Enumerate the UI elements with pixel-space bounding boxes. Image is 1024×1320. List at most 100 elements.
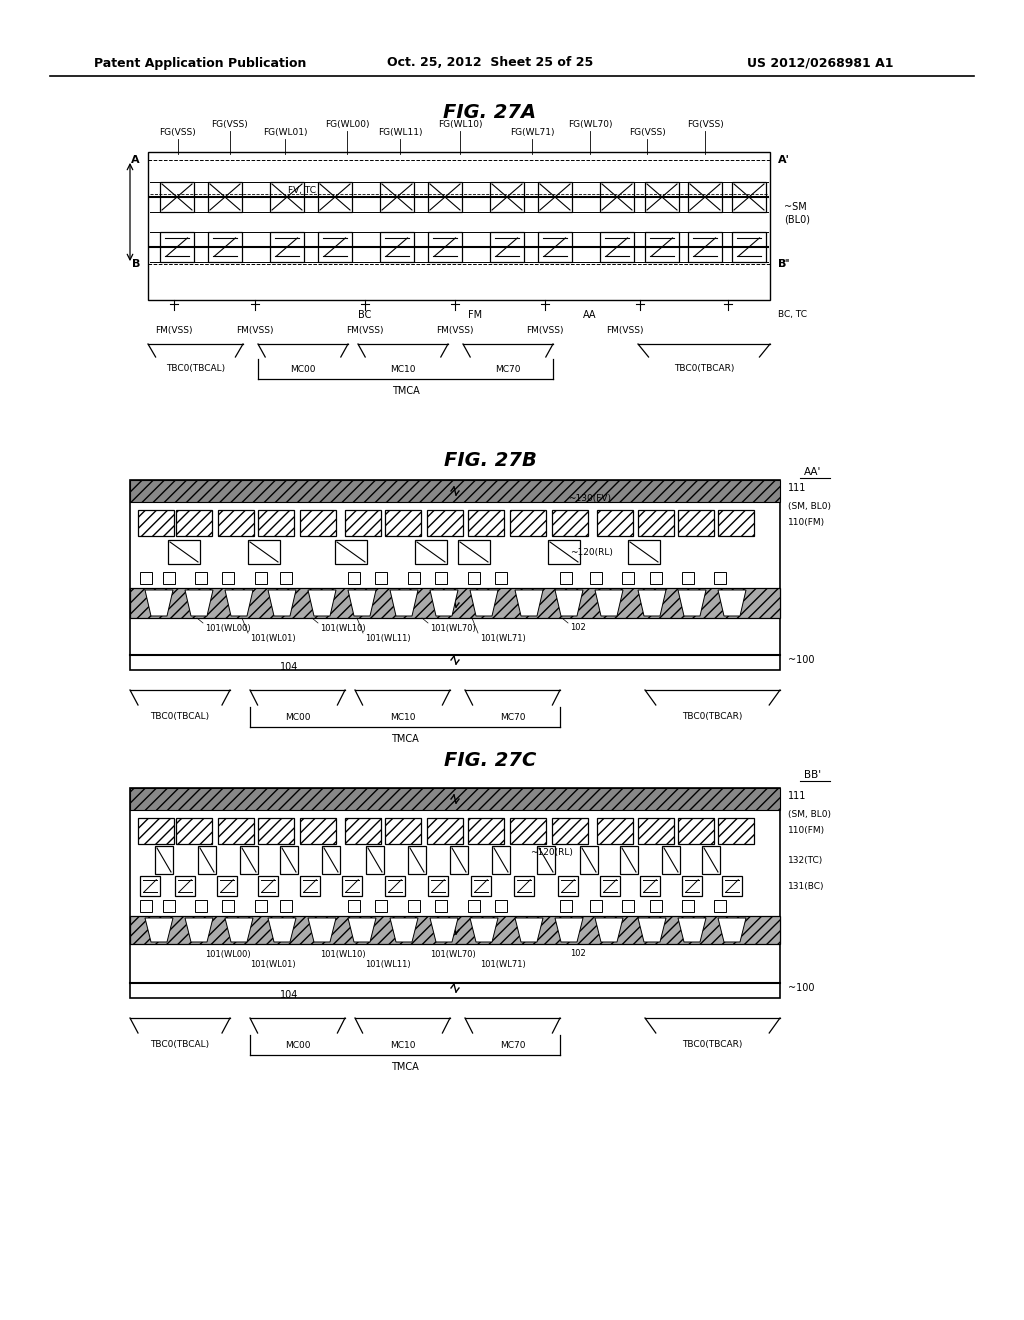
Bar xyxy=(722,876,742,896)
Text: 110(FM): 110(FM) xyxy=(788,826,825,836)
Polygon shape xyxy=(638,590,666,616)
Bar xyxy=(385,876,406,896)
Text: FM(VSS): FM(VSS) xyxy=(156,326,193,334)
Bar xyxy=(435,900,447,912)
Bar xyxy=(138,510,174,536)
Bar xyxy=(222,572,234,583)
Bar xyxy=(600,876,620,896)
Bar xyxy=(638,818,674,843)
Bar xyxy=(732,182,766,213)
Bar xyxy=(552,818,588,843)
Text: FG(WL70): FG(WL70) xyxy=(567,120,612,129)
Bar xyxy=(492,846,510,874)
Bar xyxy=(650,572,662,583)
Polygon shape xyxy=(225,917,253,942)
Bar xyxy=(348,900,360,912)
Bar xyxy=(468,572,480,583)
Bar xyxy=(258,510,294,536)
Bar xyxy=(375,900,387,912)
Bar xyxy=(510,818,546,843)
Text: FG(WL71): FG(WL71) xyxy=(510,128,554,137)
Bar xyxy=(148,152,770,300)
Text: 102: 102 xyxy=(570,949,586,958)
Bar xyxy=(176,510,212,536)
Text: 101(WL70): 101(WL70) xyxy=(430,949,476,958)
Bar xyxy=(300,510,336,536)
Text: 101(WL11): 101(WL11) xyxy=(365,634,411,643)
Bar xyxy=(622,900,634,912)
Bar xyxy=(718,818,754,843)
Bar xyxy=(300,876,319,896)
Bar xyxy=(428,182,462,213)
Bar xyxy=(280,846,298,874)
Text: ~100: ~100 xyxy=(788,655,814,665)
Bar xyxy=(348,572,360,583)
Bar xyxy=(130,587,780,618)
Text: 132(TC): 132(TC) xyxy=(788,855,823,865)
Bar xyxy=(160,182,194,213)
Bar xyxy=(682,876,702,896)
Text: FG(VSS): FG(VSS) xyxy=(212,120,249,129)
Bar xyxy=(385,818,421,843)
Bar xyxy=(195,572,207,583)
Text: FG(WL10): FG(WL10) xyxy=(437,120,482,129)
Polygon shape xyxy=(470,590,498,616)
Bar xyxy=(176,818,212,843)
Bar xyxy=(597,510,633,536)
Polygon shape xyxy=(638,917,666,942)
Text: 101(WL01): 101(WL01) xyxy=(250,634,296,643)
Text: TMCA: TMCA xyxy=(391,734,419,744)
Text: US 2012/0268981 A1: US 2012/0268981 A1 xyxy=(746,57,893,70)
Bar xyxy=(345,510,381,536)
Bar xyxy=(590,900,602,912)
Text: MC70: MC70 xyxy=(500,713,525,722)
Bar xyxy=(490,182,524,213)
Bar xyxy=(620,846,638,874)
Text: MC00: MC00 xyxy=(285,713,310,722)
Text: (SM, BL0): (SM, BL0) xyxy=(788,502,831,511)
Bar xyxy=(650,900,662,912)
Text: FG(VSS): FG(VSS) xyxy=(629,128,666,137)
Bar xyxy=(468,818,504,843)
Bar xyxy=(140,876,160,896)
Text: 102: 102 xyxy=(570,623,586,632)
Text: AA': AA' xyxy=(804,467,821,477)
Polygon shape xyxy=(430,917,458,942)
Bar xyxy=(175,876,195,896)
Bar xyxy=(662,846,680,874)
Bar xyxy=(552,510,588,536)
Bar xyxy=(510,510,546,536)
Bar xyxy=(427,818,463,843)
Bar xyxy=(130,480,780,502)
Text: A': A' xyxy=(778,154,790,165)
Bar xyxy=(468,510,504,536)
Text: (SM, BL0): (SM, BL0) xyxy=(788,809,831,818)
Bar xyxy=(702,846,720,874)
Bar xyxy=(597,818,633,843)
Bar xyxy=(342,876,362,896)
Bar xyxy=(682,572,694,583)
Text: 101(WL00): 101(WL00) xyxy=(205,623,251,632)
Text: AA: AA xyxy=(584,310,597,319)
Bar xyxy=(163,572,175,583)
Text: 104: 104 xyxy=(280,990,298,1001)
Text: 101(WL70): 101(WL70) xyxy=(430,623,476,632)
Bar xyxy=(600,232,634,261)
Bar xyxy=(490,232,524,261)
Bar xyxy=(270,182,304,213)
Bar xyxy=(163,900,175,912)
Polygon shape xyxy=(555,917,583,942)
Bar xyxy=(688,232,722,261)
Bar xyxy=(538,232,572,261)
Text: TBC0(TBCAL): TBC0(TBCAL) xyxy=(166,364,225,374)
Bar xyxy=(217,876,237,896)
Bar xyxy=(428,876,449,896)
Text: ~100: ~100 xyxy=(788,983,814,993)
Bar xyxy=(408,572,420,583)
Bar xyxy=(160,232,194,261)
Bar xyxy=(335,540,367,564)
Text: MC10: MC10 xyxy=(390,713,416,722)
Polygon shape xyxy=(678,917,706,942)
Bar xyxy=(548,540,580,564)
Polygon shape xyxy=(718,917,746,942)
